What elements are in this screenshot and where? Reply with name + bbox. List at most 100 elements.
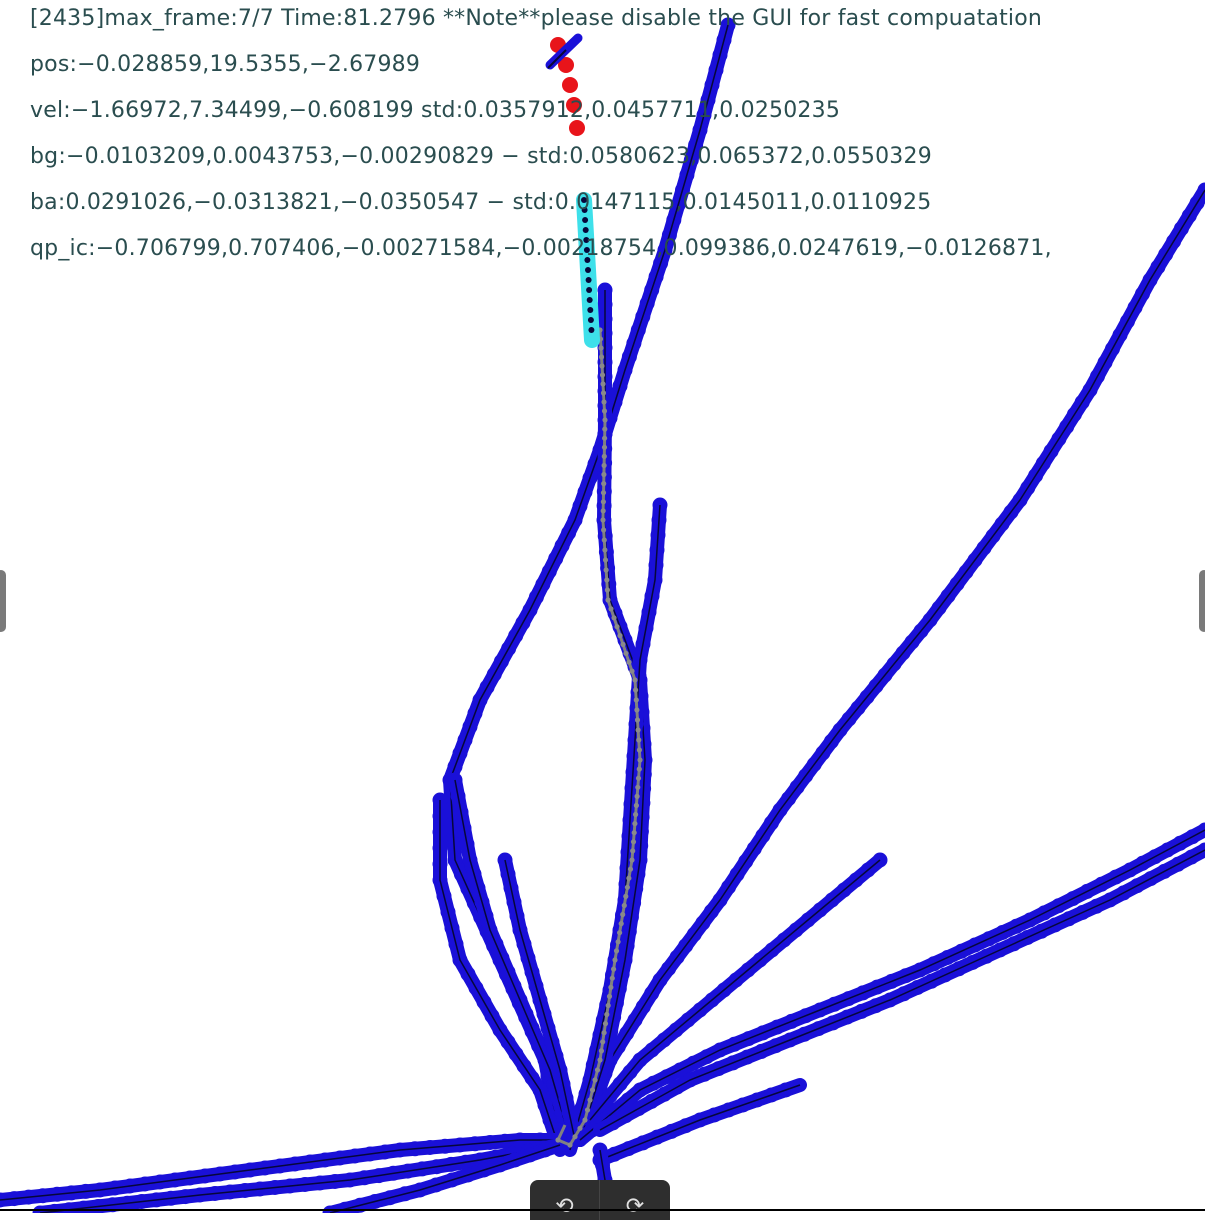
ground-truth-point <box>592 1077 597 1082</box>
ground-truth-point <box>634 697 639 702</box>
ground-truth-point <box>632 830 637 835</box>
ground-truth-point <box>582 1117 587 1122</box>
ground-truth-point <box>630 848 635 853</box>
right-panel-handle[interactable] <box>1199 570 1205 632</box>
ground-truth-point <box>635 785 640 790</box>
ground-truth-point <box>585 1107 590 1112</box>
pos-readout: pos:−0.028859,19.5355,−2.67989 <box>30 52 420 77</box>
window-keyframe <box>588 317 594 323</box>
ground-truth-point <box>604 567 609 572</box>
ground-truth-point <box>606 1003 611 1008</box>
ground-truth-point <box>595 1067 600 1072</box>
rotate-left-icon: ⟲ <box>555 1194 573 1219</box>
ground-truth-point <box>602 463 607 468</box>
ground-truth-point <box>598 345 603 350</box>
ground-truth-point <box>605 587 610 592</box>
window-keyframe <box>586 287 592 293</box>
ground-truth-point <box>637 767 642 772</box>
accel-bias-readout: ba:0.0291026,−0.0313821,−0.0350547 − std… <box>30 190 931 215</box>
ground-truth-point <box>635 794 640 799</box>
ground-truth-point <box>636 727 641 732</box>
ground-truth-point <box>608 985 613 990</box>
ground-truth-point <box>611 967 616 972</box>
ground-truth-point <box>616 939 621 944</box>
ground-truth-point <box>604 1012 609 1017</box>
ground-truth-point <box>626 660 631 665</box>
window-keyframe <box>586 277 592 283</box>
imu-camera-extrinsic-readout: qp_ic:−0.706799,0.707406,−0.00271584,−0.… <box>30 236 1052 261</box>
rotate-right-icon: ⟳ <box>626 1194 644 1219</box>
bottom-border <box>0 1209 1205 1211</box>
ground-truth-point <box>602 537 607 542</box>
ground-truth-point <box>600 381 605 386</box>
window-keyframe <box>588 327 594 333</box>
ground-truth-point <box>633 687 638 692</box>
window-keyframe <box>587 307 593 313</box>
ground-truth-point <box>603 557 608 562</box>
ground-truth-point <box>601 490 606 495</box>
ground-truth-point <box>617 930 622 935</box>
ground-truth-point <box>629 669 634 674</box>
ground-truth-point <box>620 642 625 647</box>
rotate-left-button[interactable]: ⟲ <box>530 1180 600 1220</box>
ground-truth-point <box>597 1057 602 1062</box>
ground-truth-point <box>632 821 637 826</box>
ground-truth-point <box>611 615 616 620</box>
ground-truth-point <box>634 803 639 808</box>
ground-truth-point <box>623 894 628 899</box>
ground-truth-point <box>600 1039 605 1044</box>
ground-truth-point <box>601 508 606 513</box>
ground-truth-point <box>567 1142 572 1147</box>
ground-truth-point <box>637 757 642 762</box>
ground-truth-point <box>634 707 639 712</box>
ground-truth-point <box>601 527 606 532</box>
ground-truth-point <box>610 976 615 981</box>
ground-truth-point <box>628 867 633 872</box>
ground-truth-point <box>577 1126 582 1131</box>
ground-truth-point <box>599 1048 604 1053</box>
ground-truth-point <box>602 427 607 432</box>
ground-truth-point <box>602 454 607 459</box>
window-keyframe <box>587 297 593 303</box>
ground-truth-point <box>601 481 606 486</box>
ground-truth-point <box>614 624 619 629</box>
ground-truth-point <box>601 390 606 395</box>
ground-truth-point <box>602 547 607 552</box>
ground-truth-point <box>599 354 604 359</box>
ground-truth-point <box>587 1097 592 1102</box>
ground-truth-point <box>607 994 612 999</box>
ground-truth-point <box>637 747 642 752</box>
window-keyframe <box>585 267 591 273</box>
ground-truth-point <box>626 876 631 881</box>
left-panel-handle[interactable] <box>0 570 6 632</box>
ground-truth-point <box>631 839 636 844</box>
ground-truth-point <box>602 436 607 441</box>
ground-truth-point <box>619 921 624 926</box>
ground-truth-point <box>620 912 625 917</box>
ground-truth-point <box>629 857 634 862</box>
ground-truth-point <box>603 1021 608 1026</box>
ground-truth-point <box>608 606 613 611</box>
ground-truth-point <box>601 499 606 504</box>
ground-truth-point <box>612 957 617 962</box>
ground-truth-point <box>636 776 641 781</box>
current-frame-point <box>562 77 578 93</box>
ground-truth-point <box>636 737 641 742</box>
ground-truth-point <box>623 651 628 656</box>
ground-truth-point <box>602 1030 607 1035</box>
ground-truth-point <box>600 517 605 522</box>
ground-truth-point <box>633 812 638 817</box>
ground-truth-point <box>555 1137 560 1142</box>
rotate-right-button[interactable]: ⟳ <box>600 1180 670 1220</box>
ground-truth-point <box>605 597 610 602</box>
ground-truth-point <box>622 903 627 908</box>
ground-truth-point <box>625 885 630 890</box>
ground-truth-point <box>614 948 619 953</box>
status-line: [2435]max_frame:7/7 Time:81.2796 **Note*… <box>30 6 1042 31</box>
vel-readout: vel:−1.66972,7.34499,−0.608199 std:0.035… <box>30 98 840 123</box>
view-toolbar: ⟲ ⟳ <box>530 1180 670 1220</box>
ground-truth-point <box>604 577 609 582</box>
ground-truth-point <box>600 372 605 377</box>
